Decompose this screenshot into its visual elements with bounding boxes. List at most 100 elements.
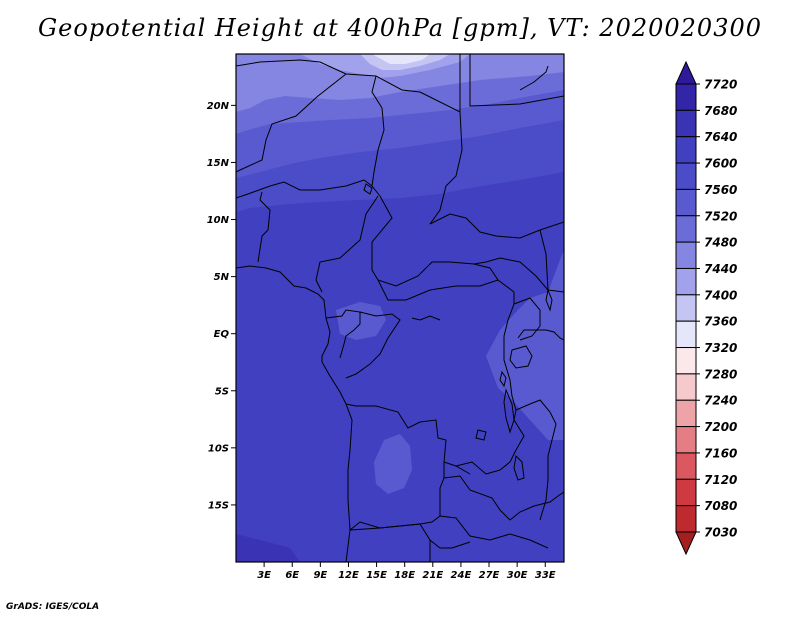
patch-angola <box>374 434 412 494</box>
lon-tick-label: 18E <box>394 570 415 581</box>
colorbar: 7720 7680 7640 7600 7560 7520 7480 7440 7400 7360… <box>675 60 737 556</box>
border-car <box>371 195 515 293</box>
colorbar-segment <box>675 188 697 217</box>
colorbar-label: 7280 <box>704 367 737 381</box>
border-north-3 <box>236 73 347 173</box>
corner-dark <box>236 534 300 562</box>
border-egypt-sudan <box>469 54 564 107</box>
lake-mweru <box>475 429 487 441</box>
border-drc-angola <box>345 403 471 475</box>
colorbar-segment <box>675 399 697 428</box>
colorbar-bottom-arrow <box>675 531 697 556</box>
colorbar-segment <box>675 452 697 480</box>
latitude-axis: 20N 15N 10N 5N EQ 5S 10S 15S <box>207 101 236 511</box>
colorbar-label: 7160 <box>704 446 737 460</box>
lat-tick-label: 10S <box>208 443 229 454</box>
lat-tick-label: 15N <box>207 158 230 169</box>
river-congo <box>411 315 441 321</box>
lake-turkana <box>545 288 553 312</box>
lat-tick-label: 15S <box>208 500 229 511</box>
border-drc-east <box>455 292 525 475</box>
colorbar-top-arrow <box>675 60 697 85</box>
border-nigeria <box>236 179 373 199</box>
colorbar-segment <box>675 505 697 533</box>
patch-congo <box>336 302 386 340</box>
border-sudan-southsudan <box>429 213 564 239</box>
contour-field <box>236 54 564 562</box>
colorbar-label: 7030 <box>704 526 737 540</box>
boundaries <box>236 54 564 562</box>
border-zambia-zim <box>439 515 549 549</box>
plot-title: Geopotential Height at 400hPa [gpm], VT:… <box>38 14 762 42</box>
map-frame <box>235 53 565 563</box>
colorbar-segment <box>675 426 697 454</box>
colorbar-label: 7080 <box>704 499 737 513</box>
coast-gulf-guinea <box>236 265 331 362</box>
colorbar-label: 7200 <box>704 420 737 434</box>
border-gabon <box>325 309 361 359</box>
lon-tick-label: 12E <box>338 570 359 581</box>
grads-credit: GrADS: IGES/COLA <box>6 602 100 612</box>
longitude-axis: 3E 6E 9E 12E 15E 18E 21E 24E 27E 30E 33E <box>257 562 556 581</box>
lat-tick-label: 5S <box>215 386 229 397</box>
band-7320 <box>372 54 430 64</box>
colorbar-label: 7360 <box>704 315 737 329</box>
colorbar-segment <box>675 162 697 190</box>
colorbar-segment <box>675 215 697 243</box>
border-nigeria-benin <box>257 191 271 263</box>
border-north-2 <box>371 75 385 197</box>
lon-tick-label: 21E <box>422 570 443 581</box>
border-angola-zambia <box>349 462 445 531</box>
border-zambia <box>443 475 535 521</box>
lon-tick-label: 27E <box>479 570 500 581</box>
colorbar-segment <box>675 109 697 138</box>
colorbar-segment <box>675 373 697 401</box>
colorbar-label: 7440 <box>704 262 737 276</box>
colorbar-segment <box>675 347 697 375</box>
border-north-1 <box>236 59 421 93</box>
lon-tick-label: 3E <box>257 570 271 581</box>
colorbar-segment <box>675 478 697 507</box>
border-kenya <box>517 329 564 341</box>
colorbar-segment <box>675 320 697 349</box>
lat-tick-label: EQ <box>214 329 230 340</box>
lake-tanganyika <box>503 388 515 434</box>
colorbar-segment <box>675 136 697 164</box>
border-car-south <box>377 279 499 301</box>
colorbar-label: 7320 <box>704 341 737 355</box>
colorbar-segment <box>675 267 697 296</box>
lat-tick-label: 10N <box>207 215 230 226</box>
colorbar-segment <box>675 241 697 269</box>
colorbar-label: 7240 <box>704 394 737 408</box>
border-chad-sudan <box>429 111 463 225</box>
lon-tick-label: 33E <box>535 570 556 581</box>
lon-tick-label: 9E <box>313 570 327 581</box>
lat-tick-label: 5N <box>214 272 230 283</box>
colorbar-label: 7120 <box>704 473 737 487</box>
colorbar-label: 7720 <box>704 78 737 92</box>
colorbar-label: 7560 <box>704 183 737 197</box>
lake-chad <box>363 183 373 195</box>
band-7440 <box>236 54 564 112</box>
border-mozambique <box>533 491 564 507</box>
lake-kivu <box>499 370 507 388</box>
border-namibia <box>349 523 471 549</box>
colorbar-label: 7640 <box>704 130 737 144</box>
colorbar-label: 7600 <box>704 157 737 171</box>
coast-red-sea <box>519 65 549 91</box>
colorbar-segment <box>675 83 697 111</box>
lon-tick-label: 15E <box>366 570 387 581</box>
border-cameroon-nigeria <box>315 195 379 293</box>
border-congo <box>345 311 401 379</box>
colorbar-segment <box>675 294 697 322</box>
coast-congo-angola <box>321 361 353 562</box>
lon-tick-label: 30E <box>507 570 528 581</box>
lon-tick-label: 6E <box>285 570 299 581</box>
border-ethiopia <box>539 229 549 291</box>
lake-victoria <box>509 345 533 369</box>
colorbar-label: 7480 <box>704 236 737 250</box>
colorbar-label: 7400 <box>704 288 737 302</box>
colorbar-label: 7680 <box>704 104 737 118</box>
